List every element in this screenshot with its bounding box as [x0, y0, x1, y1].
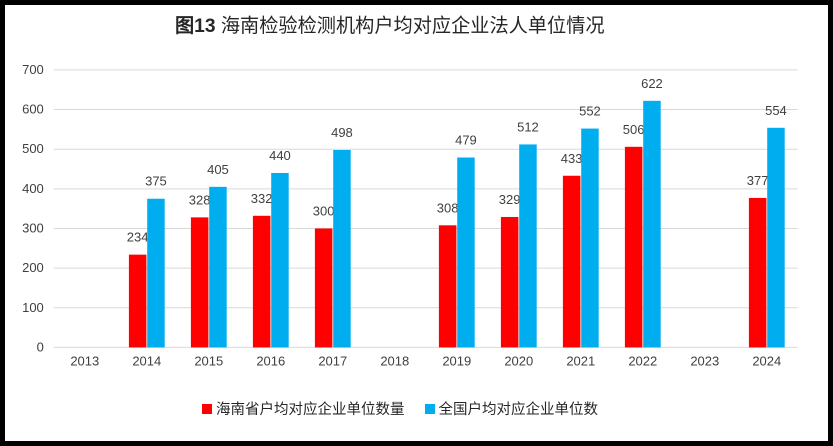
svg-text:554: 554 [765, 103, 787, 118]
svg-text:622: 622 [641, 76, 663, 91]
svg-text:100: 100 [22, 300, 44, 315]
svg-text:200: 200 [22, 260, 44, 275]
svg-text:498: 498 [331, 125, 353, 140]
svg-text:440: 440 [269, 148, 291, 163]
svg-text:0: 0 [37, 339, 44, 354]
svg-text:308: 308 [437, 200, 459, 215]
svg-text:2022: 2022 [628, 353, 657, 368]
svg-text:2013: 2013 [70, 353, 99, 368]
svg-text:405: 405 [207, 162, 229, 177]
svg-text:328: 328 [189, 192, 211, 207]
svg-text:234: 234 [127, 230, 149, 245]
svg-text:329: 329 [499, 192, 521, 207]
svg-text:700: 700 [22, 62, 44, 77]
svg-text:2023: 2023 [690, 353, 719, 368]
svg-text:600: 600 [22, 102, 44, 117]
svg-text:512: 512 [517, 119, 539, 134]
svg-text:377: 377 [747, 173, 769, 188]
svg-text:2014: 2014 [132, 353, 161, 368]
svg-text:552: 552 [579, 104, 601, 119]
svg-text:2019: 2019 [442, 353, 471, 368]
svg-text:2015: 2015 [194, 353, 223, 368]
svg-text:2018: 2018 [380, 353, 409, 368]
svg-text:433: 433 [561, 151, 583, 166]
svg-text:400: 400 [22, 181, 44, 196]
svg-text:300: 300 [22, 220, 44, 235]
svg-text:2021: 2021 [566, 353, 595, 368]
svg-text:2016: 2016 [256, 353, 285, 368]
svg-text:2017: 2017 [318, 353, 347, 368]
svg-text:2024: 2024 [752, 353, 781, 368]
svg-text:2020: 2020 [504, 353, 533, 368]
svg-text:300: 300 [313, 203, 335, 218]
svg-text:500: 500 [22, 141, 44, 156]
svg-text:479: 479 [455, 133, 477, 148]
svg-text:332: 332 [251, 191, 273, 206]
svg-text:375: 375 [145, 174, 167, 189]
svg-text:506: 506 [623, 122, 645, 137]
